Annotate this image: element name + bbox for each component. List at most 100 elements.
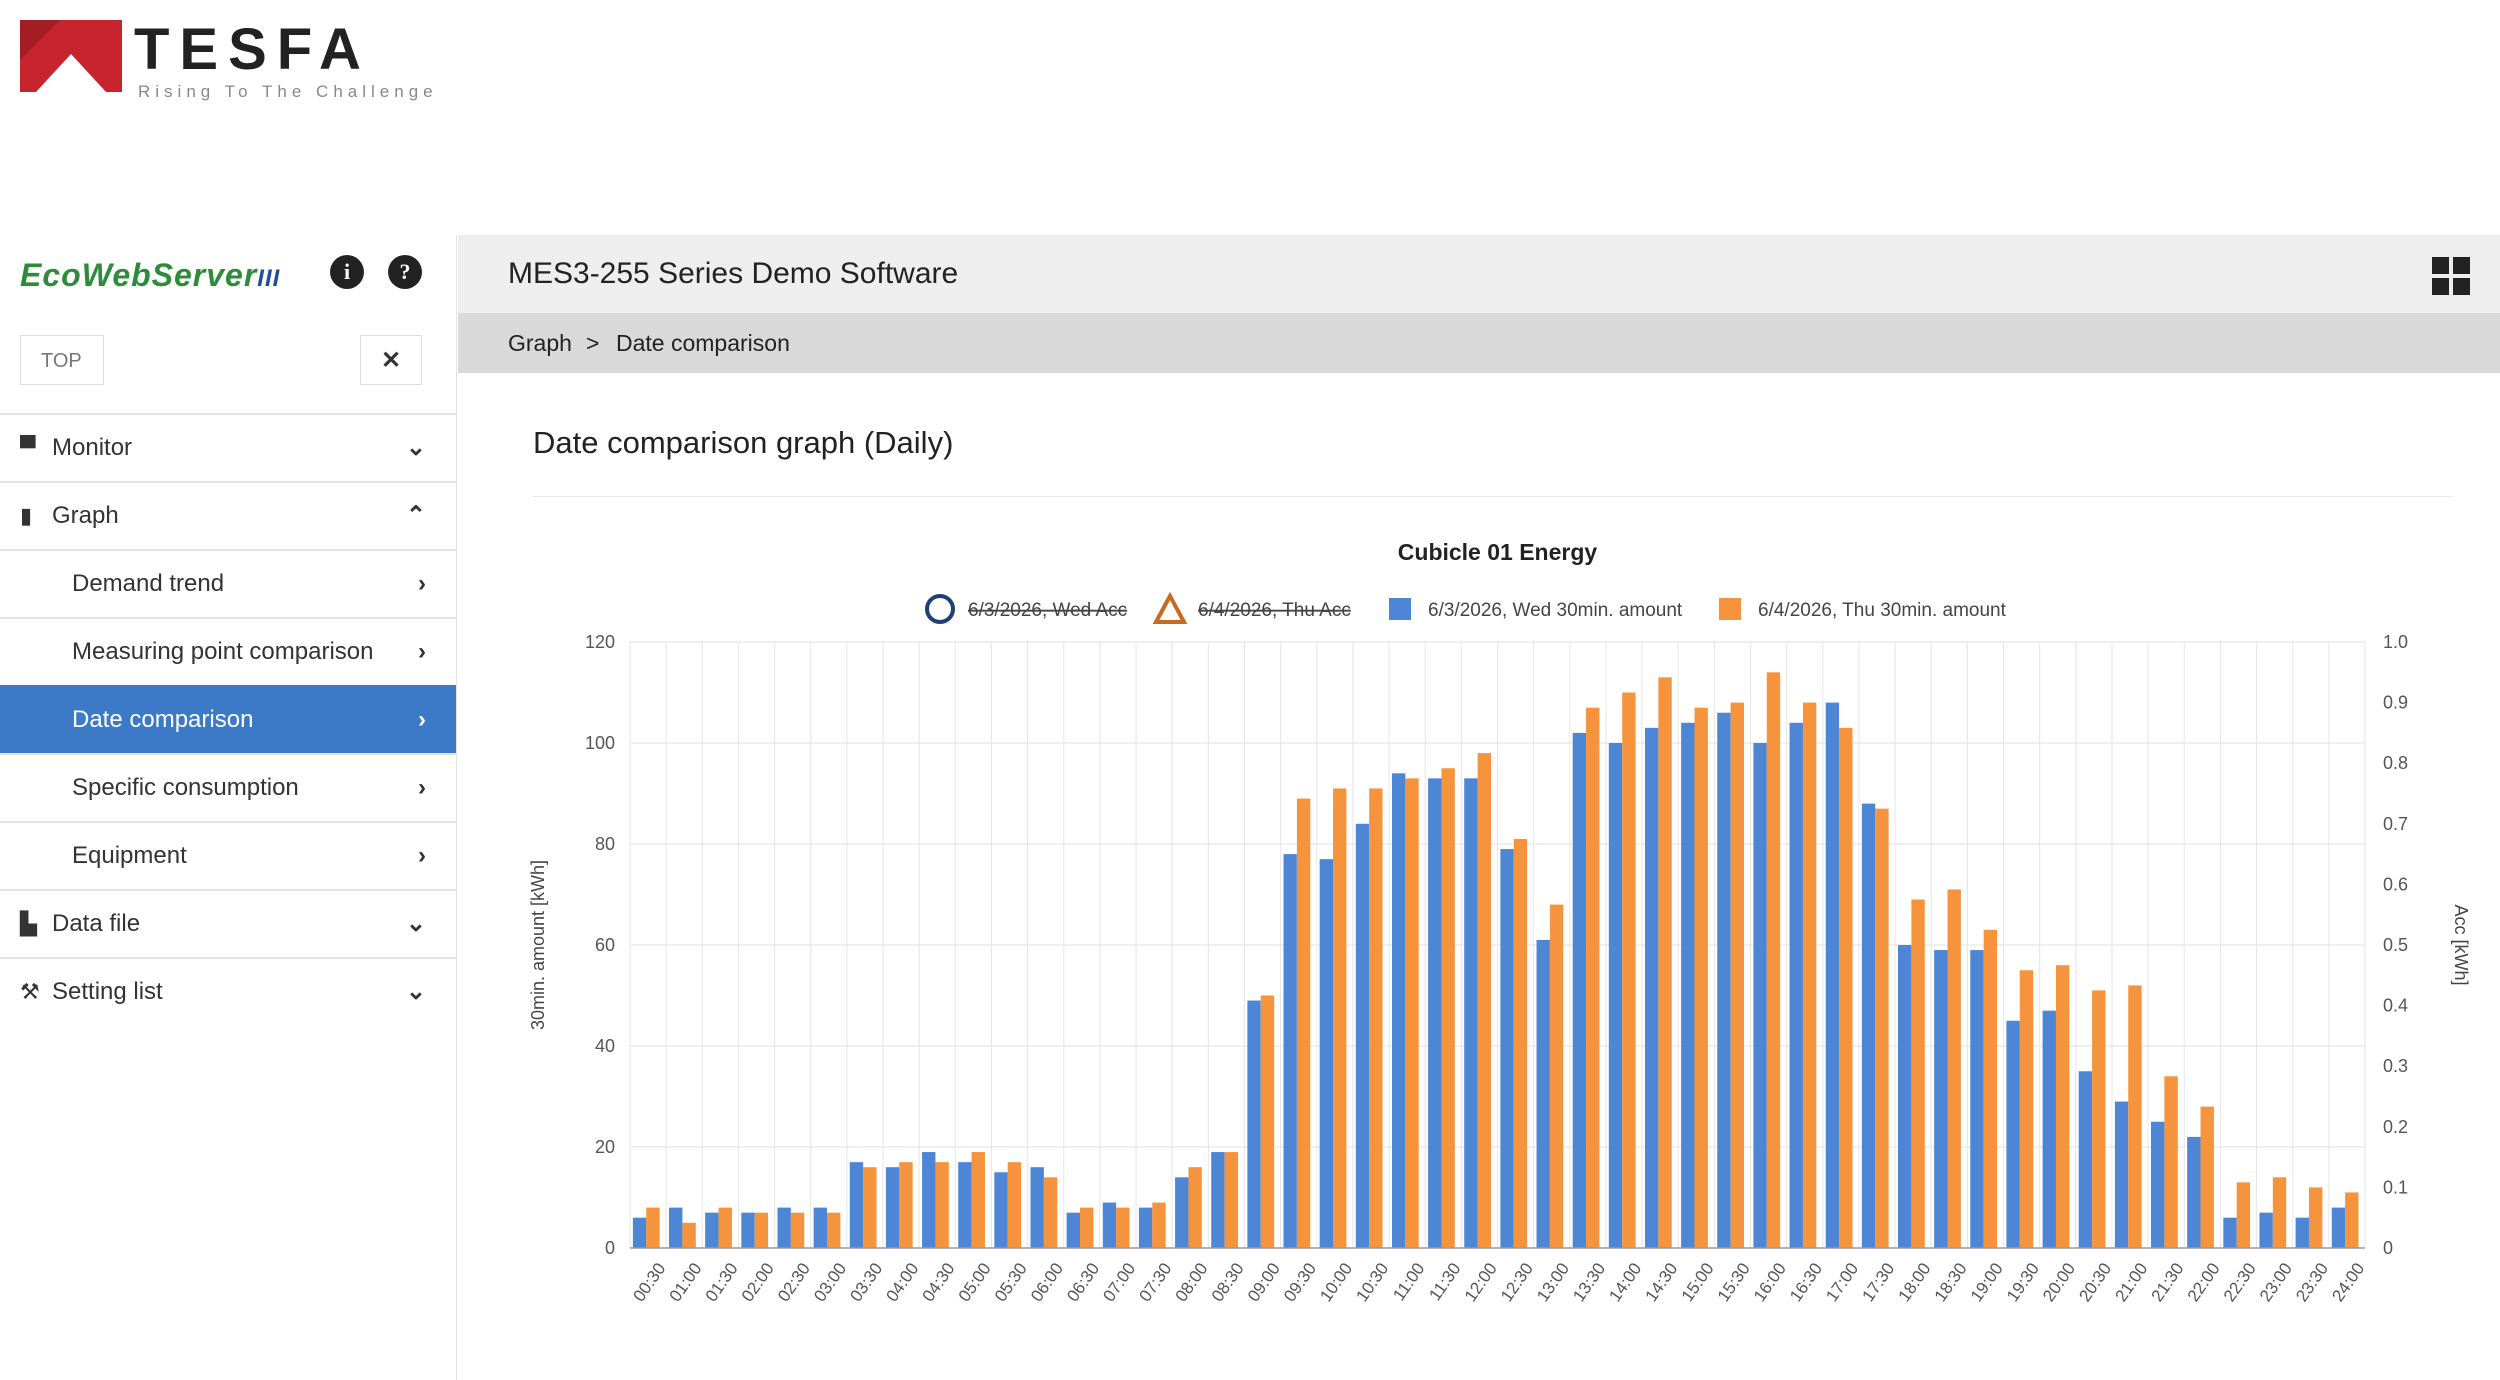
bar-series-2 — [2308, 1187, 2323, 1248]
x-tick-label: 03:30 — [846, 1259, 886, 1305]
sidebar-item-demand-trend[interactable]: Demand trend › — [0, 549, 456, 617]
bar-series-2 — [1766, 672, 1781, 1248]
sidebar-item-graph[interactable]: ▮ Graph ⌃ — [0, 481, 456, 549]
x-tick-label: 14:00 — [1605, 1259, 1645, 1305]
bar-series-1 — [777, 1207, 791, 1248]
bar-series-1 — [1030, 1167, 1044, 1248]
bar-series-1 — [1283, 854, 1297, 1248]
bar-series-2 — [1116, 1207, 1130, 1248]
bar-series-1 — [1970, 950, 1984, 1248]
bar-series-1 — [922, 1152, 936, 1248]
bar-series-1 — [885, 1167, 900, 1248]
y2-tick-label: 0.5 — [2383, 935, 2408, 955]
x-tick-label: 12:00 — [1461, 1259, 1501, 1305]
legend-marker-triangle — [1152, 591, 1188, 624]
legend-label: 6/4/2026, Thu 30min. amount — [1758, 600, 2007, 621]
chart-title: Cubicle 01 Energy — [1398, 539, 1598, 565]
bar-series-1 — [1897, 945, 1912, 1248]
x-tick-label: 16:30 — [1786, 1259, 1826, 1305]
bar-series-2 — [1802, 702, 1817, 1248]
bar-series-2 — [2236, 1182, 2251, 1248]
sidebar: EcoWebServerIII i ? TOP ✕ ▀ Monitor ⌄ ▮ … — [0, 235, 457, 1380]
x-tick-label: 16:00 — [1750, 1259, 1790, 1305]
chevron-right-icon: › — [418, 638, 426, 665]
bar-series-1 — [1789, 722, 1803, 1248]
chevron-up-icon: ⌃ — [405, 502, 426, 529]
divider — [533, 496, 2453, 497]
bar-series-1 — [1211, 1152, 1225, 1248]
brand-header: TESFA Rising To The Challenge — [20, 18, 440, 101]
x-tick-label: 03:00 — [810, 1259, 850, 1305]
x-tick-label: 19:30 — [2003, 1259, 2043, 1305]
x-tick-label: 19:00 — [1967, 1259, 2007, 1305]
clear-search-button[interactable]: ✕ — [360, 335, 422, 385]
breadcrumb-graph[interactable]: Graph — [508, 330, 572, 356]
file-icon: ▙ — [20, 911, 37, 936]
sidebar-item-monitor[interactable]: ▀ Monitor ⌄ — [0, 413, 456, 481]
y2-tick-label: 1.0 — [2383, 632, 2408, 652]
bar-chart-icon: ▮ — [20, 503, 33, 528]
bar-series-2 — [2345, 1192, 2359, 1248]
bar-series-2 — [1152, 1202, 1166, 1248]
x-tick-label: 11:00 — [1389, 1259, 1428, 1304]
wrench-icon: ⚒ — [20, 979, 40, 1004]
chevron-down-icon: ⌄ — [405, 434, 426, 461]
bar-series-2 — [971, 1152, 985, 1248]
bar-series-1 — [1391, 773, 1406, 1248]
y-tick-label: 120 — [585, 632, 615, 652]
bar-series-2 — [1586, 707, 1600, 1248]
tesfa-logo-icon — [20, 20, 122, 92]
chevron-down-icon: ⌄ — [405, 910, 426, 937]
x-tick-label: 09:00 — [1244, 1259, 1284, 1305]
bar-series-1 — [958, 1162, 972, 1248]
app-logo[interactable]: EcoWebServerIII — [20, 257, 281, 293]
bar-series-2 — [1658, 677, 1672, 1248]
bar-series-2 — [682, 1222, 696, 1248]
sidebar-item-setting-list[interactable]: ⚒ Setting list ⌄ — [0, 957, 456, 1025]
x-tick-label: 06:30 — [1063, 1259, 1103, 1305]
bar-series-1 — [1536, 939, 1550, 1248]
x-tick-label: 18:30 — [1931, 1259, 1971, 1305]
x-tick-label: 05:00 — [955, 1259, 995, 1305]
x-tick-label: 00:30 — [629, 1259, 669, 1305]
bar-series-2 — [1622, 692, 1636, 1248]
x-tick-label: 09:30 — [1280, 1259, 1320, 1305]
x-tick-label: 15:00 — [1678, 1259, 1718, 1305]
x-tick-label: 20:30 — [2075, 1259, 2115, 1305]
search-input[interactable]: TOP — [20, 335, 104, 385]
chevron-down-icon: ⌄ — [405, 978, 426, 1005]
y2-tick-label: 0.4 — [2383, 996, 2408, 1016]
bar-series-1 — [1066, 1212, 1081, 1248]
legend-label: 6/4/2026, Thu Acc — [1198, 600, 1351, 621]
grid-menu-icon[interactable] — [2432, 257, 2470, 295]
sidebar-item-data-file[interactable]: ▙ Data file ⌄ — [0, 889, 456, 957]
sidebar-item-date-comparison[interactable]: Date comparison › — [0, 685, 456, 753]
bar-series-1 — [813, 1207, 827, 1248]
x-tick-label: 21:00 — [2111, 1259, 2151, 1305]
bar-series-2 — [1007, 1162, 1022, 1248]
bar-series-1 — [669, 1207, 683, 1248]
bar-series-2 — [1405, 778, 1419, 1248]
chevron-right-icon: › — [418, 774, 426, 801]
bar-series-1 — [849, 1162, 864, 1248]
x-tick-label: 07:30 — [1135, 1259, 1175, 1305]
sidebar-item-equipment[interactable]: Equipment › — [0, 821, 456, 889]
x-tick-label: 08:00 — [1172, 1259, 1212, 1305]
help-icon[interactable]: ? — [388, 255, 422, 289]
bar-series-2 — [754, 1212, 769, 1248]
bar-series-1 — [705, 1212, 719, 1248]
y2-tick-label: 0.3 — [2383, 1056, 2408, 1076]
sidebar-item-measuring-point-comparison[interactable]: Measuring point comparison › — [0, 617, 456, 685]
bar-series-2 — [863, 1167, 877, 1248]
chevron-right-icon: › — [418, 706, 426, 733]
info-icon[interactable]: i — [330, 255, 364, 289]
chevron-right-icon: › — [418, 570, 426, 597]
bar-series-1 — [2006, 1020, 2020, 1248]
x-tick-label: 13:00 — [1533, 1259, 1573, 1305]
bar-series-1 — [1934, 950, 1948, 1248]
app-topbar: MES3-255 Series Demo Software — [458, 235, 2500, 313]
bar-series-2 — [1694, 707, 1708, 1248]
sidebar-item-specific-consumption[interactable]: Specific consumption › — [0, 753, 456, 821]
x-tick-label: 07:00 — [1099, 1259, 1139, 1305]
bar-series-1 — [1175, 1177, 1189, 1248]
